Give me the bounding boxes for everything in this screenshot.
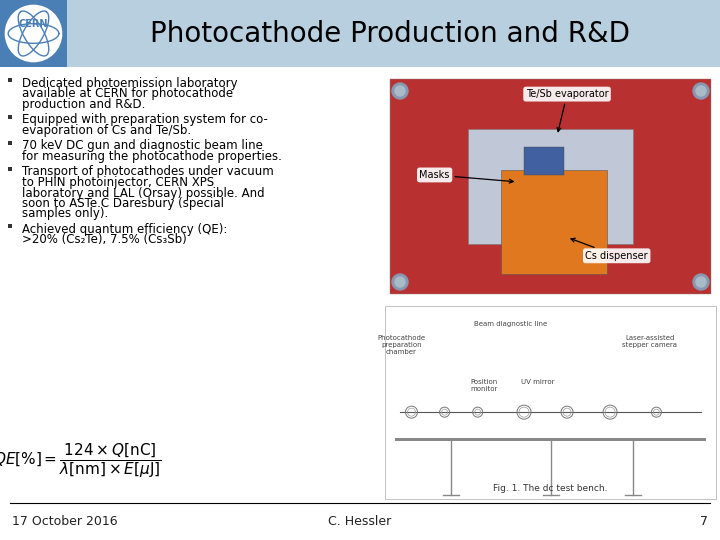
Text: UV mirror: UV mirror <box>521 379 554 386</box>
Circle shape <box>395 86 405 96</box>
Circle shape <box>392 83 408 99</box>
Text: soon to ASTe.C Daresbury (special: soon to ASTe.C Daresbury (special <box>22 197 224 210</box>
Circle shape <box>693 274 709 290</box>
Bar <box>385 71 716 302</box>
Text: CERN: CERN <box>19 19 48 29</box>
Text: $QE[\%] = \dfrac{124 \times Q[\mathrm{nC}]}{\lambda[\mathrm{nm}] \times E[\mu\ma: $QE[\%] = \dfrac{124 \times Q[\mathrm{nC… <box>0 442 161 481</box>
Text: Photocathode Production and R&D: Photocathode Production and R&D <box>150 19 630 48</box>
Text: Photocathode
preparation
chamber: Photocathode preparation chamber <box>377 335 426 355</box>
Text: available at CERN for photocathode: available at CERN for photocathode <box>22 87 233 100</box>
Bar <box>524 147 564 175</box>
Circle shape <box>392 274 408 290</box>
Circle shape <box>696 86 706 96</box>
Bar <box>385 306 716 499</box>
Text: Masks: Masks <box>420 170 513 183</box>
Bar <box>395 438 706 441</box>
Text: 7: 7 <box>700 515 708 528</box>
Text: Dedicated photoemission laboratory: Dedicated photoemission laboratory <box>22 77 238 90</box>
Text: Achieved quantum efficiency (QE):: Achieved quantum efficiency (QE): <box>22 223 228 236</box>
Text: 17 October 2016: 17 October 2016 <box>12 515 117 528</box>
Text: to PHIN photoinjector, CERN XPS: to PHIN photoinjector, CERN XPS <box>22 176 214 189</box>
Bar <box>0 0 720 67</box>
Text: Equipped with preparation system for co-: Equipped with preparation system for co- <box>22 113 268 126</box>
Bar <box>501 170 607 274</box>
Bar <box>8 114 12 118</box>
Text: Te/Sb evaporator: Te/Sb evaporator <box>526 89 608 132</box>
Bar <box>8 166 12 171</box>
Circle shape <box>693 83 709 99</box>
Bar <box>8 78 12 82</box>
Text: samples only).: samples only). <box>22 207 108 220</box>
Bar <box>0 0 67 67</box>
Text: production and R&D.: production and R&D. <box>22 98 145 111</box>
Circle shape <box>5 5 62 62</box>
Text: C. Hessler: C. Hessler <box>328 515 392 528</box>
Text: Transport of photocathodes under vacuum: Transport of photocathodes under vacuum <box>22 165 274 179</box>
Circle shape <box>395 277 405 287</box>
Text: Laser-assisted
stepper camera: Laser-assisted stepper camera <box>622 335 678 348</box>
Text: for measuring the photocathode properties.: for measuring the photocathode propertie… <box>22 150 282 163</box>
Text: 70 keV DC gun and diagnostic beam line: 70 keV DC gun and diagnostic beam line <box>22 139 263 152</box>
Bar <box>8 224 12 228</box>
Text: evaporation of Cs and Te/Sb.: evaporation of Cs and Te/Sb. <box>22 124 191 137</box>
Text: Fig. 1. The dc test bench.: Fig. 1. The dc test bench. <box>493 484 608 493</box>
Text: Cs dispenser: Cs dispenser <box>571 238 648 261</box>
Bar <box>8 140 12 145</box>
Text: laboratory and LAL (Orsay) possible. And: laboratory and LAL (Orsay) possible. And <box>22 186 265 199</box>
Text: >20% (Cs₂Te), 7.5% (Cs₃Sb): >20% (Cs₂Te), 7.5% (Cs₃Sb) <box>22 233 186 246</box>
Bar <box>390 79 711 294</box>
Text: Position
monitor: Position monitor <box>471 379 498 393</box>
Bar <box>468 129 634 244</box>
Circle shape <box>696 277 706 287</box>
Text: Beam diagnostic line: Beam diagnostic line <box>474 321 547 327</box>
